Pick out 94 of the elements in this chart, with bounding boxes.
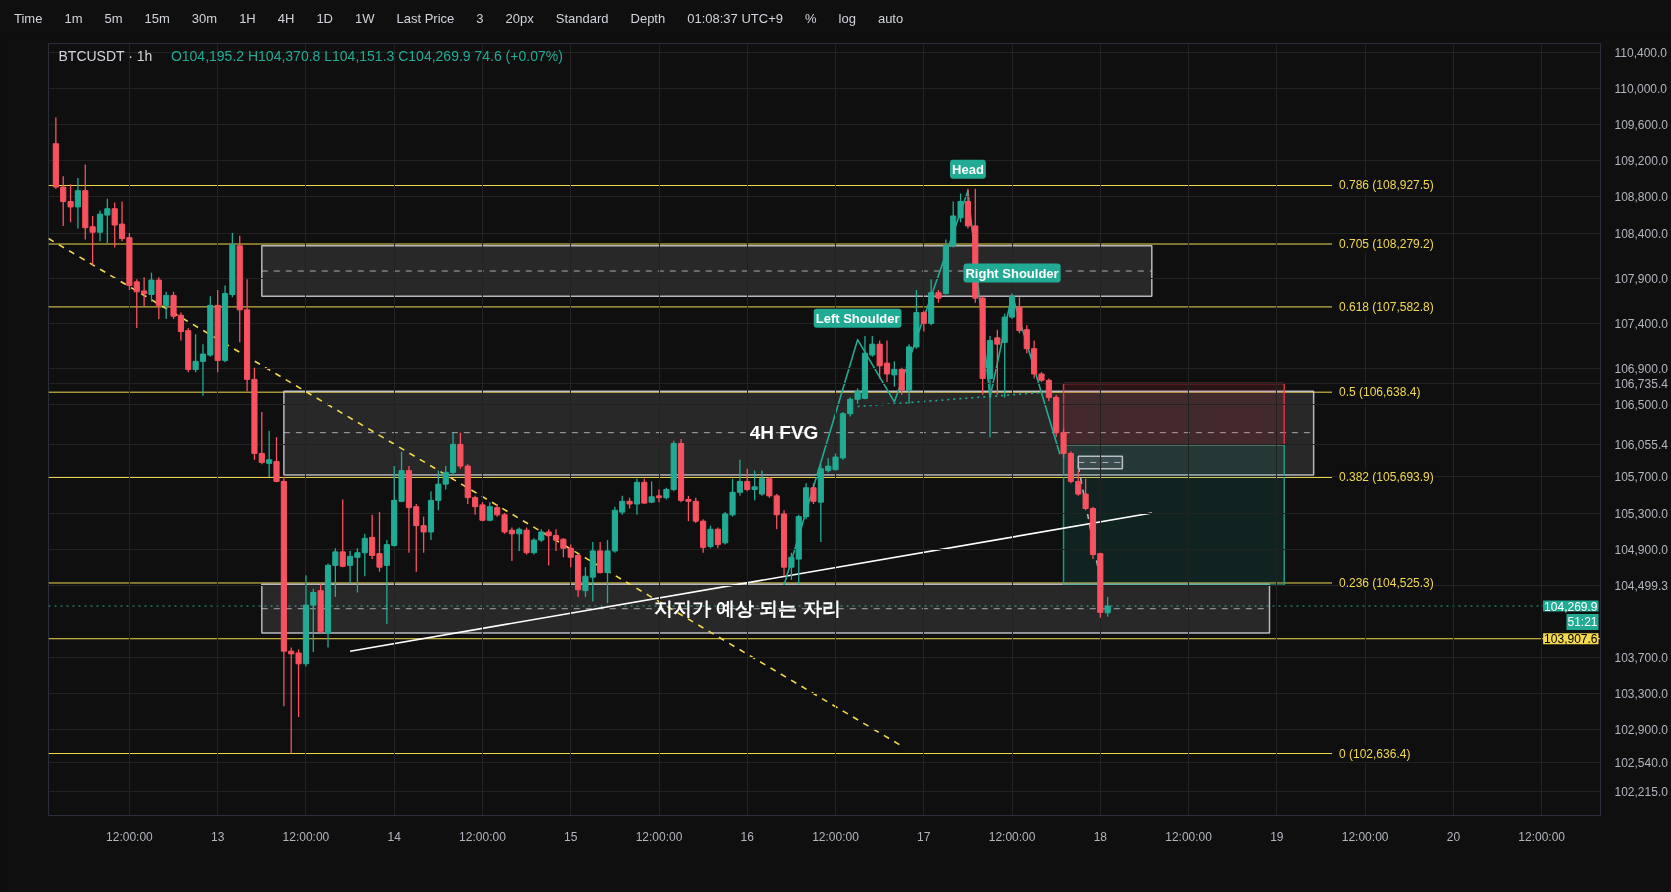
text: 20px xyxy=(505,9,534,28)
x-tick-label: 15 xyxy=(564,829,578,844)
candlestick xyxy=(655,488,663,503)
text: 5m xyxy=(104,9,123,28)
x-tick-label: 12:00:00 xyxy=(282,829,330,844)
x-tick-label: 12:00:00 xyxy=(1518,829,1566,844)
candlestick xyxy=(597,541,604,575)
text: 1D xyxy=(316,9,333,28)
y-tick-label: 109,600.0 xyxy=(1614,118,1669,133)
text: 15m xyxy=(144,9,170,28)
y-tick-label: 105,700.0 xyxy=(1614,470,1669,485)
chart-title: BTCUSDT · 1h xyxy=(58,47,153,64)
candlestick xyxy=(633,478,641,516)
candlestick xyxy=(891,360,898,388)
ref-line-label: 0.236 (104,525.3) xyxy=(1339,575,1434,590)
y-tick-label: 108,400.0 xyxy=(1614,226,1669,241)
annotation: 지지가 예상 되는 자리 xyxy=(653,598,841,620)
candlestick xyxy=(266,430,273,478)
x-tick-label: 18 xyxy=(1093,829,1108,844)
x-tick-label: 19 xyxy=(1270,829,1284,844)
candlestick xyxy=(148,272,155,303)
x-tick-label: 16 xyxy=(740,829,755,844)
text: 30m xyxy=(191,9,218,28)
ref-line-label: 0.786 (108,927.5) xyxy=(1339,178,1434,193)
ref-line-label: 0.618 (107,582.8) xyxy=(1339,299,1434,314)
annotation: 51:21 xyxy=(1567,615,1598,630)
x-tick-label: 20 xyxy=(1446,829,1461,844)
annotation: 4H FVG xyxy=(749,422,819,444)
y-tick-label: 104,499.3 xyxy=(1614,578,1669,593)
y-tick-label: 108,800.0 xyxy=(1614,190,1669,205)
x-tick-label: 12:00:00 xyxy=(106,829,154,844)
text: Standard xyxy=(555,9,609,28)
annotation: Head xyxy=(952,161,984,177)
x-tick-label: 17 xyxy=(917,829,931,844)
y-tick-label: 104,900.0 xyxy=(1614,542,1669,557)
y-tick-label: 105,300.0 xyxy=(1614,506,1669,521)
candlestick xyxy=(810,482,817,505)
x-tick-label: 12:00:00 xyxy=(1341,829,1389,844)
text: % xyxy=(804,9,817,28)
x-tick-label: 12:00:00 xyxy=(988,829,1036,844)
text: 1H xyxy=(239,9,256,28)
ref-line-label: 0.382 (105,693.9) xyxy=(1339,470,1434,485)
annotation: Left Shoulder xyxy=(815,310,900,326)
candlestick xyxy=(523,526,530,556)
annotation: 103,907.6 xyxy=(1544,632,1598,647)
ref-line-label: 0 (102,636.4) xyxy=(1339,746,1411,761)
candlestick xyxy=(714,526,721,549)
annotation: 104,269.9 xyxy=(1544,599,1598,614)
candlestick xyxy=(898,367,905,396)
y-tick-label: 103,300.0 xyxy=(1614,687,1669,702)
x-tick-label: 12:00:00 xyxy=(459,829,507,844)
text: 4H xyxy=(277,9,295,28)
y-tick-label: 107,400.0 xyxy=(1614,316,1669,331)
text: auto xyxy=(877,9,904,28)
text: Time xyxy=(14,9,43,28)
text: 01:08:37 UTC+9 xyxy=(687,9,783,28)
y-tick-label: 106,500.0 xyxy=(1614,398,1669,413)
y-tick-label: 106,055.4 xyxy=(1614,438,1669,453)
candlestick xyxy=(516,526,523,552)
y-tick-label: 103,700.0 xyxy=(1614,650,1669,665)
y-tick-label: 107,900.0 xyxy=(1614,271,1669,286)
ref-line-label: 0.705 (108,279.2) xyxy=(1339,237,1434,252)
x-tick-label: 12:00:00 xyxy=(635,829,683,844)
candlestick xyxy=(920,310,927,333)
text: Depth xyxy=(630,9,666,28)
candlestick xyxy=(707,525,714,549)
text: log xyxy=(838,9,856,28)
text: 3 xyxy=(476,9,484,28)
annotation: Right Shoulder xyxy=(965,265,1059,281)
x-tick-label: 14 xyxy=(387,829,402,844)
y-tick-label: 102,540.0 xyxy=(1614,755,1669,770)
text: 1W xyxy=(355,9,375,28)
y-tick-label: 106,735.4 xyxy=(1614,376,1669,391)
candlestick xyxy=(74,177,81,230)
candlestick xyxy=(641,478,648,505)
x-tick-label: 13 xyxy=(211,829,225,844)
candlestick xyxy=(163,291,170,320)
y-tick-label: 110,400.0 xyxy=(1614,46,1668,61)
chart-subtitle: O104,195.2 H104,370.8 L104,151.3 C104,269.9 74.6 (+0.07%) xyxy=(170,47,563,64)
y-tick-label: 102,900.0 xyxy=(1614,723,1669,738)
candlestick xyxy=(420,515,427,554)
ref-line-label: 0.5 (106,638.4) xyxy=(1339,385,1421,400)
candlestick xyxy=(339,498,346,568)
candlestick xyxy=(361,533,368,577)
candlestick xyxy=(994,329,1001,396)
y-tick-label: 106,900.0 xyxy=(1614,362,1669,377)
text: 1m xyxy=(64,9,83,28)
x-tick-label: 12:00:00 xyxy=(812,829,860,844)
y-tick-label: 110,000.0 xyxy=(1614,82,1668,97)
y-tick-label: 109,200.0 xyxy=(1614,154,1669,169)
x-tick-label: 12:00:00 xyxy=(1165,829,1213,844)
y-tick-label: 102,215.0 xyxy=(1614,785,1669,800)
text: Last Price xyxy=(396,9,455,28)
candlestick xyxy=(744,468,751,492)
